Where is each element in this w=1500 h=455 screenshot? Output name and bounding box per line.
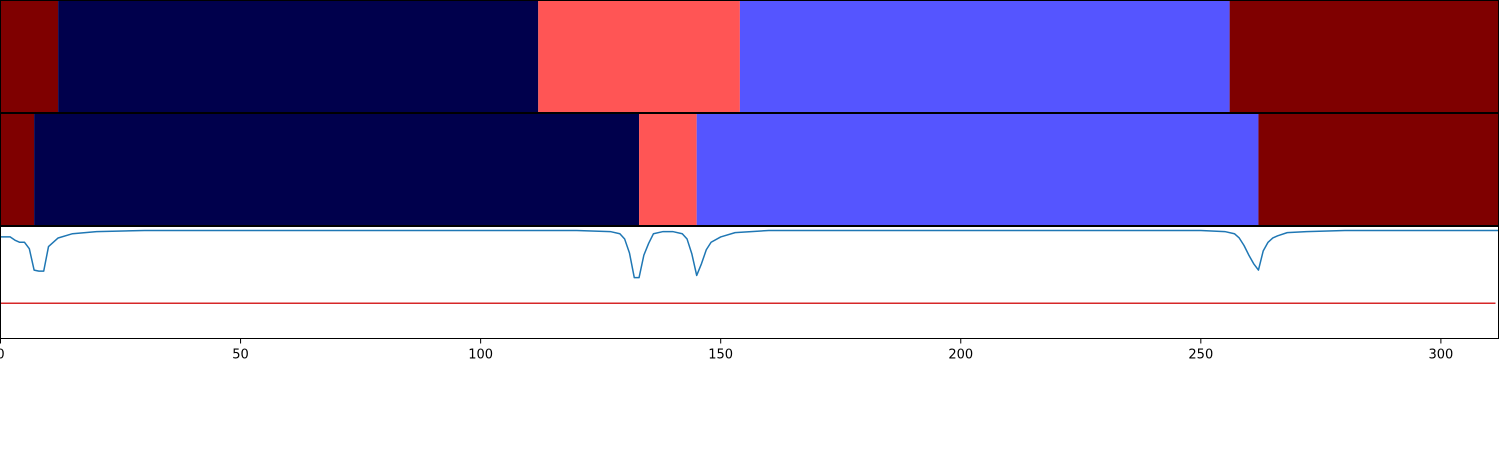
x-tick-label: 50 [232, 348, 249, 363]
segment-bar [1, 114, 35, 226]
segment-bar [58, 1, 538, 113]
x-tick-label: 0 [0, 348, 5, 363]
segment-bar [740, 1, 1230, 113]
segment-row-2 [1, 114, 1499, 226]
segment-row-1 [1, 1, 1499, 113]
segment-bar [34, 114, 639, 226]
x-tick-label: 100 [468, 348, 493, 363]
segment-bar [697, 114, 1259, 226]
x-tick-label: 300 [1428, 348, 1453, 363]
segment-bar [1, 1, 59, 113]
x-axis: 0 50 100 150 200 250 300 [0, 339, 1453, 363]
segment-bar [1258, 114, 1498, 226]
segment-bar [538, 1, 740, 113]
x-tick-label: 150 [708, 348, 733, 363]
x-tick-label: 200 [948, 348, 973, 363]
segment-bar [639, 114, 697, 226]
line-panel [1, 227, 1499, 339]
segment-bar [1230, 1, 1499, 113]
x-tick-label: 250 [1188, 348, 1213, 363]
line-panel-background [1, 227, 1499, 339]
